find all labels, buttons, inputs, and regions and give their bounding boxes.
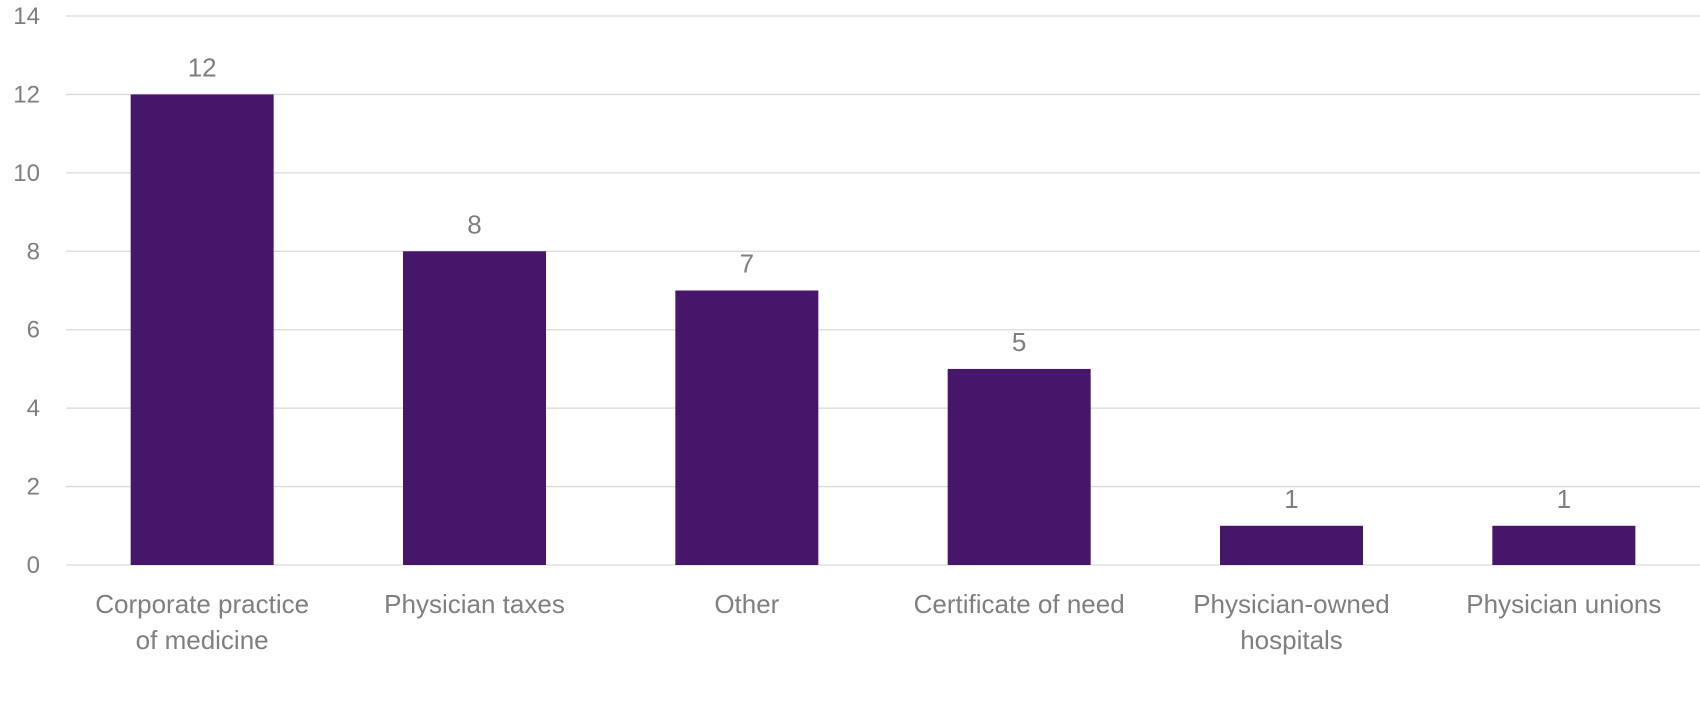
gridlines [66,15,1700,566]
y-tick-label: 14 [13,3,40,30]
x-category-label: Physician taxes [384,589,565,619]
x-axis-categories: Corporate practice of medicine Physician t… [95,589,1661,655]
x-category-label: of medicine [136,625,269,655]
data-label: 5 [1012,327,1026,357]
x-category-label: Certificate of need [914,589,1125,619]
y-tick-label: 8 [27,238,40,265]
data-label: 1 [1557,484,1571,514]
data-label: 7 [740,249,754,279]
x-category-label: hospitals [1240,625,1343,655]
y-axis-ticks: 0 2 4 6 8 10 12 14 [13,3,40,579]
bar [1492,525,1636,565]
y-tick-label: 12 [13,81,40,108]
bars [130,94,1636,566]
bar [947,368,1091,565]
bar [403,251,546,566]
y-tick-label: 10 [13,160,40,187]
y-tick-label: 4 [27,395,40,422]
x-category-label: Physician unions [1466,589,1661,619]
x-category-label: Physician-owned [1193,589,1390,619]
data-labels: 12 8 7 5 1 1 [188,52,1571,513]
data-label: 1 [1284,484,1298,514]
bar [675,290,819,565]
data-label: 8 [467,209,481,239]
y-tick-label: 6 [27,317,40,344]
data-label: 12 [188,52,217,82]
bar [130,94,274,565]
y-tick-label: 0 [27,552,40,579]
x-category-label: Corporate practice [95,589,309,619]
bar [1220,525,1363,565]
x-category-label: Other [714,589,779,619]
y-tick-label: 2 [27,474,40,501]
